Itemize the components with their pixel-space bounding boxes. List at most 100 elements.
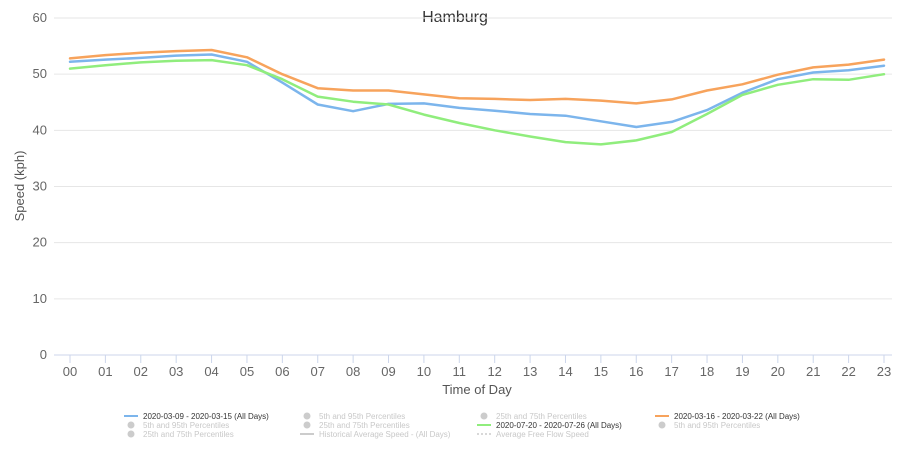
- data-point: [352, 101, 354, 103]
- legend-item[interactable]: 2020-03-09 - 2020-03-15 (All Days): [124, 412, 269, 421]
- x-tick-label: 15: [594, 364, 608, 379]
- y-axis: 0 10 20 30 40 50 60: [33, 10, 47, 362]
- legend-label: 5th and 95th Percentiles: [143, 421, 229, 430]
- legend-symbol: [127, 421, 135, 429]
- data-point: [210, 59, 212, 61]
- legend-item[interactable]: Historical Average Speed - (All Days): [300, 430, 451, 439]
- data-point: [600, 143, 602, 145]
- x-axis-title: Time of Day: [442, 382, 512, 397]
- x-tick-label: 01: [98, 364, 112, 379]
- legend-symbol: [127, 430, 135, 438]
- x-tick-label: 18: [700, 364, 714, 379]
- legend-item[interactable]: 5th and 95th Percentiles: [303, 412, 406, 421]
- data-point: [458, 122, 460, 124]
- x-tick-label: 07: [311, 364, 325, 379]
- x-axis: 00 01 02 03 04 05 06 07 08 09 10 11 12 13 14 15 16 17 18 19…: [63, 355, 891, 379]
- legend-label: 25th and 75th Percentiles: [319, 421, 410, 430]
- x-tick-label: 16: [629, 364, 643, 379]
- x-tick-label: 02: [134, 364, 148, 379]
- x-tick-label: 05: [240, 364, 254, 379]
- data-point: [494, 129, 496, 131]
- data-point: [69, 61, 71, 63]
- x-tick-label: 14: [558, 364, 572, 379]
- legend-label: 25th and 75th Percentiles: [496, 412, 587, 421]
- data-point: [812, 78, 814, 80]
- x-tick-label: 13: [523, 364, 537, 379]
- series-3: [68, 58, 886, 146]
- legend-item[interactable]: 2020-07-20 - 2020-07-26 (All Days): [477, 421, 622, 430]
- legend-item[interactable]: 25th and 75th Percentiles: [480, 412, 587, 421]
- data-point: [281, 78, 283, 80]
- series-2: [68, 48, 886, 105]
- data-point: [140, 61, 142, 63]
- legend-item[interactable]: 5th and 95th Percentiles: [658, 421, 761, 430]
- data-point: [352, 110, 354, 112]
- data-point: [529, 113, 531, 115]
- data-point: [706, 89, 708, 91]
- data-point: [175, 50, 177, 52]
- y-axis-title: Speed (kph): [12, 151, 27, 222]
- data-point: [635, 126, 637, 128]
- data-point: [883, 65, 885, 67]
- y-tick-label: 50: [33, 66, 47, 81]
- data-point: [529, 135, 531, 137]
- data-point: [423, 102, 425, 104]
- data-point: [706, 113, 708, 115]
- legend-symbol: [303, 412, 311, 420]
- data-point: [317, 103, 319, 105]
- y-tick-label: 60: [33, 10, 47, 25]
- data-point: [671, 98, 673, 100]
- data-point: [494, 110, 496, 112]
- legend-item[interactable]: 5th and 95th Percentiles: [127, 421, 230, 430]
- legend-item[interactable]: 25th and 75th Percentiles: [127, 430, 234, 439]
- data-point: [140, 52, 142, 54]
- data-point: [883, 58, 885, 60]
- legend-label: 25th and 75th Percentiles: [143, 430, 234, 439]
- legend-symbol: [658, 421, 666, 429]
- data-point: [210, 49, 212, 51]
- data-point: [281, 81, 283, 83]
- data-point: [246, 64, 248, 66]
- data-point: [494, 98, 496, 100]
- plot-series: [68, 48, 886, 146]
- y-tick-label: 10: [33, 291, 47, 306]
- legend-label: 2020-07-20 - 2020-07-26 (All Days): [496, 421, 622, 430]
- data-point: [671, 131, 673, 133]
- x-tick-label: 12: [487, 364, 501, 379]
- series-1: [68, 53, 886, 129]
- legend-label: 5th and 95th Percentiles: [674, 421, 760, 430]
- series-line: [68, 53, 886, 129]
- data-point: [458, 107, 460, 109]
- x-tick-label: 22: [841, 364, 855, 379]
- data-point: [104, 54, 106, 56]
- data-point: [564, 98, 566, 100]
- gridlines: [54, 17, 892, 356]
- data-point: [706, 109, 708, 111]
- x-tick-label: 09: [381, 364, 395, 379]
- series-line: [68, 58, 886, 146]
- data-point: [104, 64, 106, 66]
- data-point: [564, 115, 566, 117]
- legend-item[interactable]: 25th and 75th Percentiles: [303, 421, 410, 430]
- data-point: [458, 97, 460, 99]
- x-tick-label: 03: [169, 364, 183, 379]
- legend-label: 2020-03-16 - 2020-03-22 (All Days): [674, 412, 800, 421]
- legend[interactable]: 2020-03-09 - 2020-03-15 (All Days)5th an…: [124, 412, 800, 439]
- legend-item[interactable]: Average Free Flow Speed: [477, 430, 589, 439]
- data-point: [246, 56, 248, 58]
- data-point: [69, 67, 71, 69]
- y-tick-label: 40: [33, 122, 47, 137]
- data-point: [387, 103, 389, 105]
- data-point: [69, 57, 71, 59]
- data-point: [812, 66, 814, 68]
- data-point: [741, 94, 743, 96]
- x-tick-label: 04: [204, 364, 218, 379]
- data-point: [352, 89, 354, 91]
- x-tick-label: 19: [735, 364, 749, 379]
- legend-item[interactable]: 2020-03-16 - 2020-03-22 (All Days): [655, 412, 800, 421]
- data-point: [847, 79, 849, 81]
- x-tick-label: 08: [346, 364, 360, 379]
- data-point: [140, 57, 142, 59]
